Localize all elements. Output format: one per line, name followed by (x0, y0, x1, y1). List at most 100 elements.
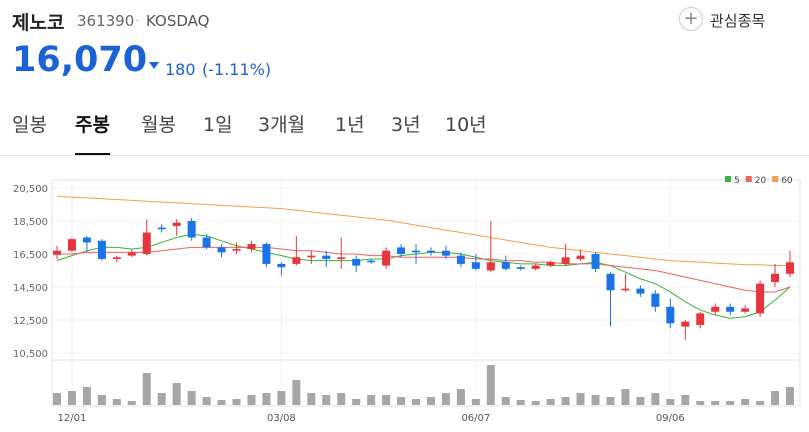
candle-body (67, 239, 76, 251)
x-tick-label: 03/08 (267, 413, 296, 424)
volume-bar (142, 373, 151, 405)
tab[interactable]: 3개월 (258, 114, 306, 136)
tab[interactable]: 월봉 (141, 114, 176, 136)
volume-bar (681, 395, 690, 405)
candle-body (621, 288, 630, 291)
tab[interactable]: 10년 (445, 114, 487, 136)
volume-bar (456, 389, 465, 405)
down-arrow (149, 62, 159, 69)
volume-bar (426, 397, 435, 405)
tab[interactable]: 일봉 (12, 114, 47, 136)
candle-body (382, 250, 391, 266)
candle-body (681, 321, 690, 327)
candle-body (591, 254, 600, 269)
volume-bar (217, 400, 226, 405)
candle-body (397, 247, 406, 254)
candle-body (307, 255, 316, 258)
candle-body (187, 221, 196, 238)
volume-bar (382, 395, 391, 405)
volume-bar (247, 395, 256, 405)
volume-bar (97, 395, 106, 405)
candle-body (636, 288, 645, 294)
y-tick-label: 18,500 (13, 217, 48, 228)
volume-bar (651, 393, 660, 405)
price: 16,070 (12, 40, 148, 80)
volume-bar (531, 401, 540, 405)
volume-bar (441, 393, 450, 405)
plot-frame (51, 179, 801, 361)
candle-body (292, 257, 301, 264)
candle-body (82, 237, 91, 243)
volume-bar (471, 399, 480, 405)
volume-bar (486, 365, 495, 405)
volume-bar (501, 397, 510, 405)
volume-bar (711, 401, 720, 405)
candle-body (157, 227, 166, 230)
volume-bar (352, 399, 361, 405)
y-tick-label: 12,500 (13, 316, 48, 327)
tab-underline (75, 153, 110, 155)
add-icon[interactable]: + (679, 7, 703, 31)
volume-bar (561, 397, 570, 405)
separator: · (135, 12, 140, 30)
candle-body (516, 267, 525, 269)
moving-average-line (56, 195, 790, 267)
volume-bar (232, 399, 241, 405)
candle-body (786, 262, 794, 274)
moving-average-line (57, 246, 791, 293)
candle-body (576, 255, 585, 259)
candle-body (217, 247, 226, 253)
candle-body (711, 306, 720, 312)
volume-bar (307, 393, 316, 405)
volume-bar (322, 395, 331, 405)
volume-bar (666, 399, 675, 405)
candle-body (127, 252, 136, 256)
legend-swatch (772, 176, 779, 182)
stock-code: 361390 (77, 12, 135, 30)
candle-body (142, 232, 151, 254)
divider (0, 155, 809, 156)
change-pct: (-1.11%) (202, 60, 272, 79)
candle-body (322, 255, 331, 259)
candle-body (412, 250, 421, 253)
candle-body (112, 257, 121, 259)
candle-body (367, 260, 376, 263)
y-tick-label: 14,500 (13, 283, 48, 294)
candle-body (53, 250, 61, 255)
volume-bar (696, 401, 705, 405)
legend-label: 60 (781, 176, 793, 186)
volume-bar (786, 387, 794, 405)
x-tick-label: 06/07 (461, 413, 490, 424)
volume-bar (127, 401, 136, 405)
candle-body (262, 244, 271, 264)
legend-swatch (745, 176, 752, 182)
candle-body (247, 244, 256, 250)
tab[interactable]: 1년 (335, 114, 365, 136)
volume-bar (516, 400, 525, 405)
volume-bar (187, 391, 196, 405)
volume-bar (367, 395, 376, 405)
candle-body (741, 308, 750, 312)
candle-body (277, 263, 286, 268)
volume-bar (82, 387, 91, 405)
volume-bar (726, 401, 735, 405)
candle-body (486, 262, 495, 271)
x-tick-label: 12/01 (58, 413, 87, 424)
candle-body (501, 262, 510, 269)
volume-bar (636, 397, 645, 405)
candle-body (232, 249, 241, 251)
volume-bar (172, 383, 181, 405)
tab[interactable]: 1일 (203, 114, 233, 136)
volume-bar (277, 391, 286, 405)
volume-bar (576, 393, 585, 405)
candle-body (561, 257, 570, 264)
volume-bar (157, 393, 166, 405)
tab[interactable]: 주봉 (75, 114, 110, 136)
watchlist-button[interactable]: 관심종목 (710, 12, 766, 30)
candle-body (666, 306, 675, 324)
volume-bar (112, 399, 121, 405)
candle-body (97, 240, 106, 259)
tab[interactable]: 3년 (391, 114, 421, 136)
chart: 10,500 12,500 14,500 16,500 18,500 20,500 12/0… (13, 176, 801, 424)
volume-bar (262, 393, 271, 405)
